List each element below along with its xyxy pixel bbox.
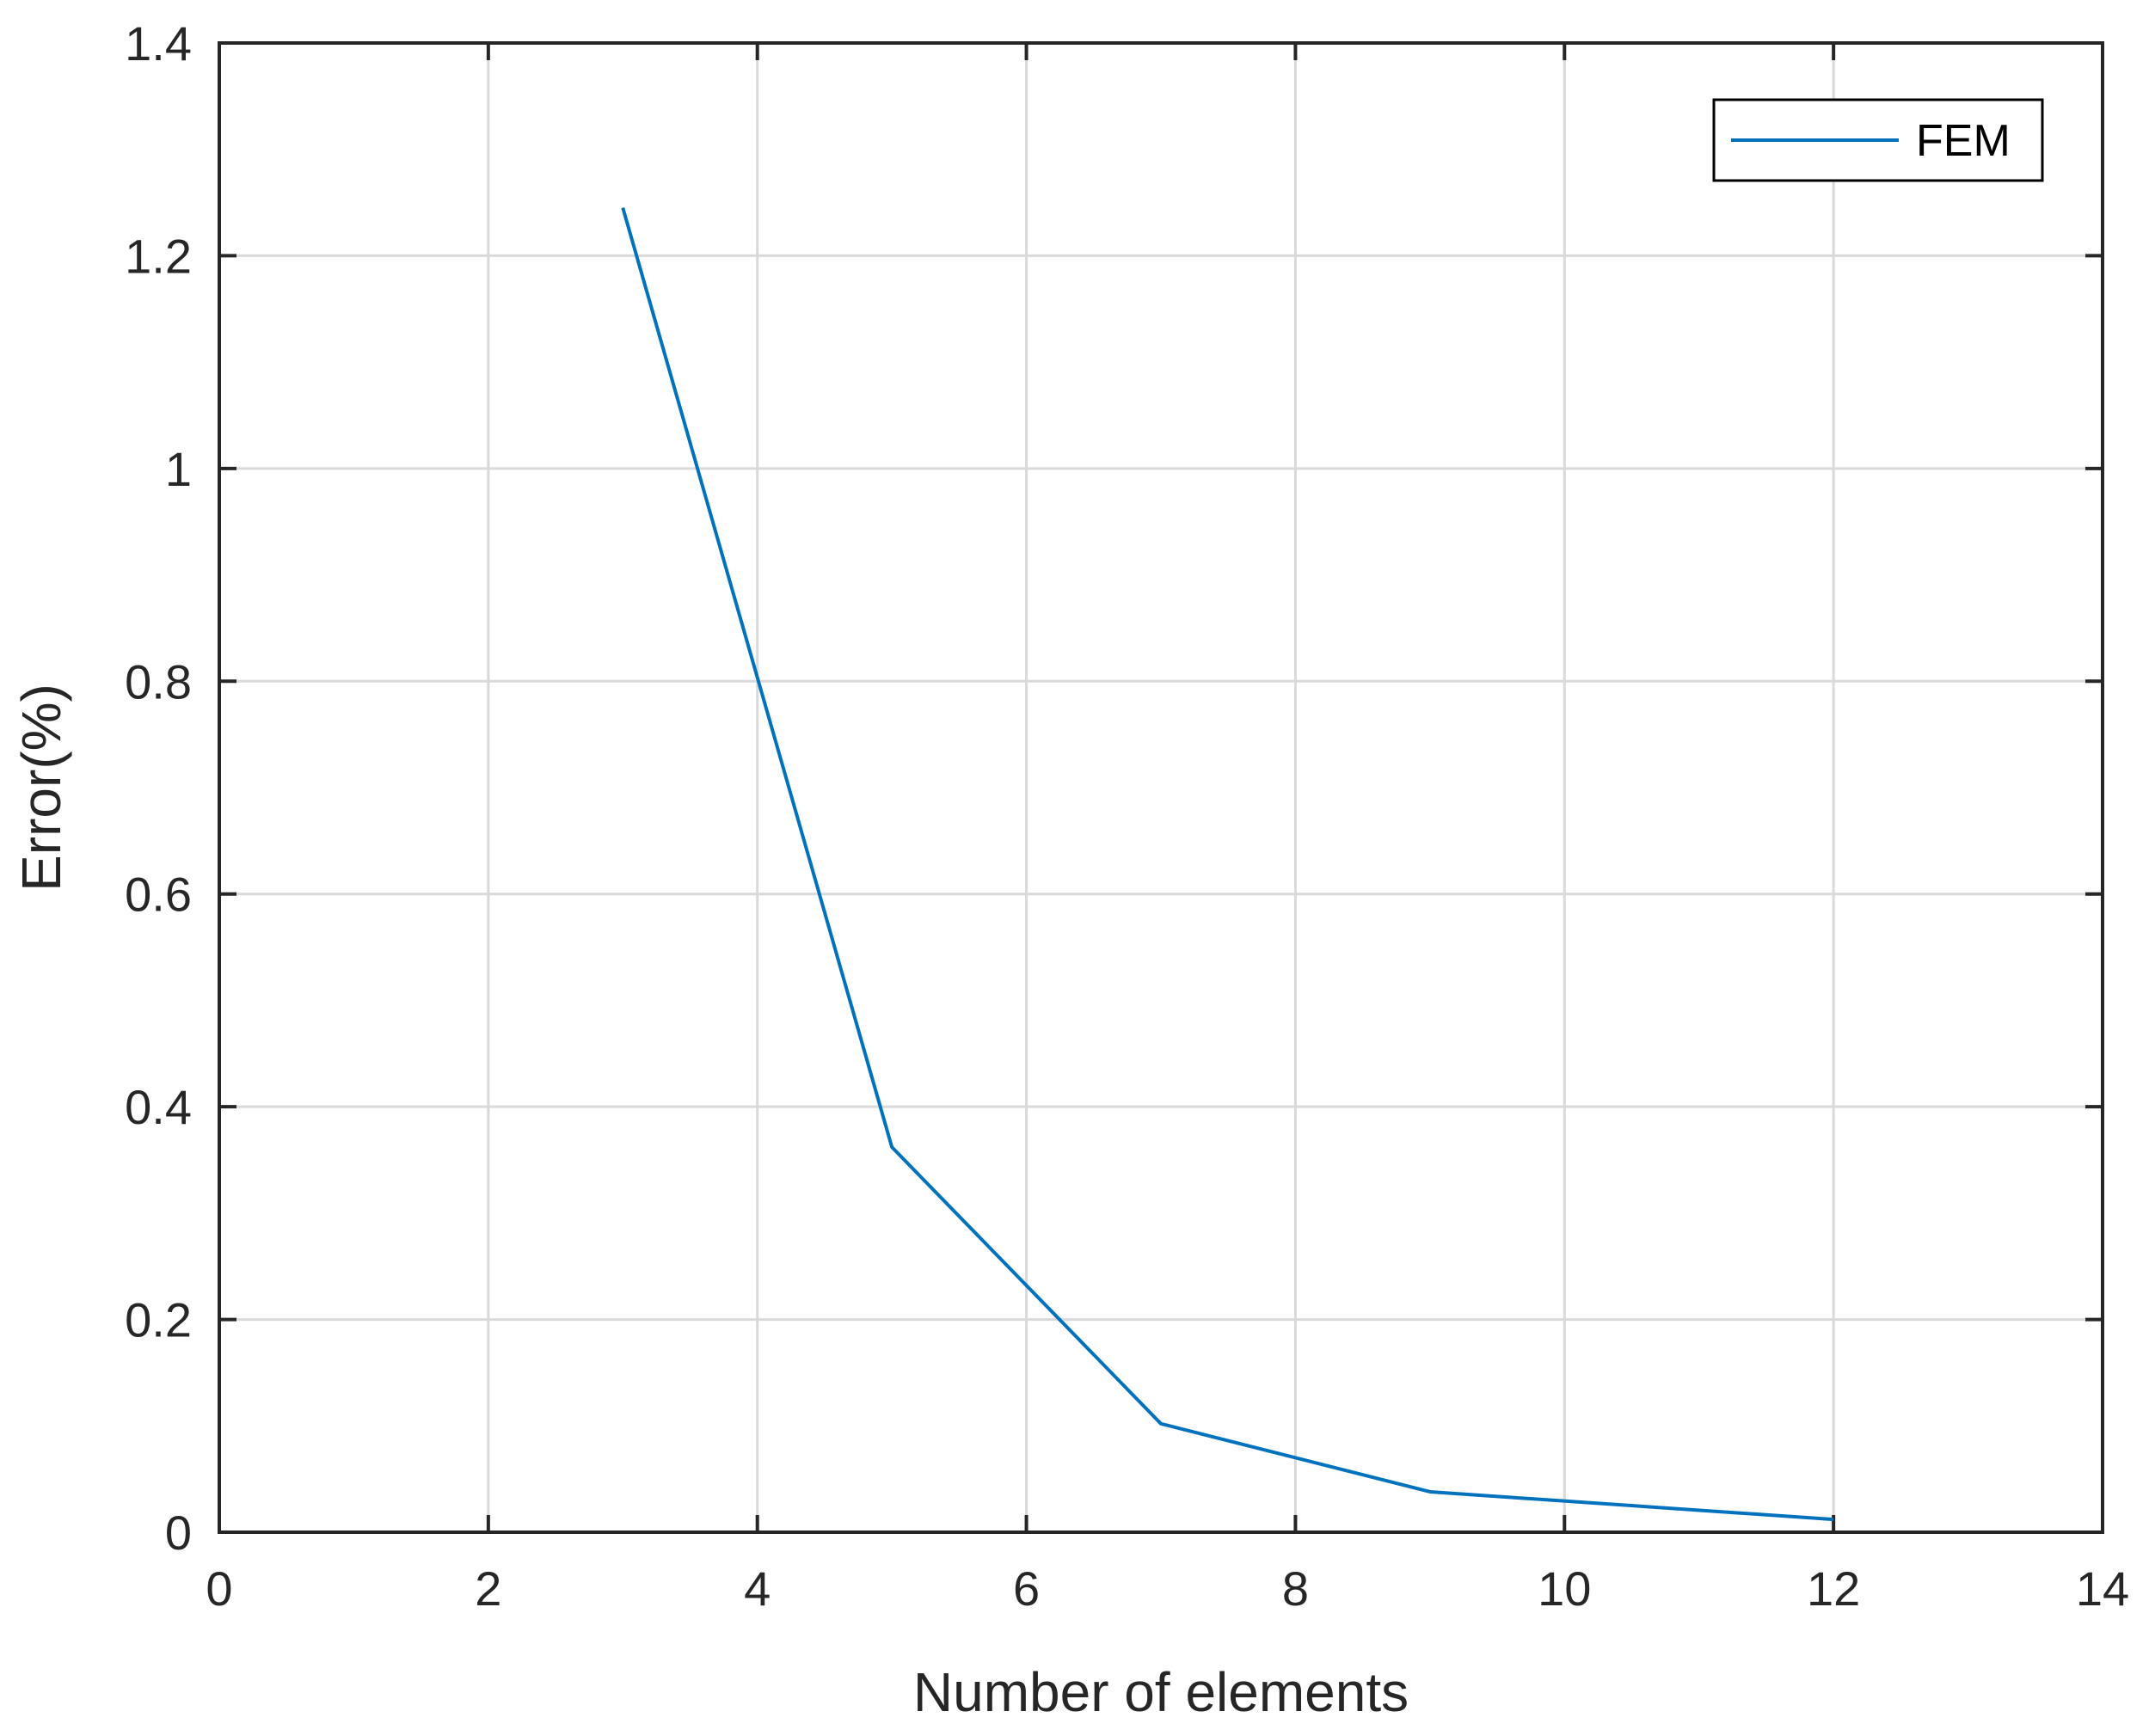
data-point [1429,1491,1431,1493]
y-tick-label: 0.6 [125,868,192,922]
y-axis-title: Error(%) [10,684,72,892]
y-tick-label: 1 [165,442,192,496]
legend: FEM [1712,98,2044,182]
x-tick-label: 12 [1807,1561,1860,1616]
y-tick-labels: 0 0.2 0.4 0.6 0.8 1 1.2 1.4 [125,16,192,1560]
y-tick-label: 0.8 [125,654,192,709]
data-point [1160,1423,1162,1425]
y-tick-label: 0.2 [125,1293,192,1347]
series-layer [621,207,1834,1522]
x-tick-label: 14 [2076,1561,2129,1616]
x-tick-label: 10 [1538,1561,1591,1616]
plot-area [219,43,2103,1532]
legend-label-fem: FEM [1916,116,2011,166]
x-tick-labels: 0 2 4 6 8 10 12 14 [206,1561,2129,1616]
y-tick-label: 0.4 [125,1080,192,1134]
data-point [1833,1518,1834,1520]
plot-frame [218,41,2104,1534]
x-tick-label: 4 [744,1561,771,1616]
x-axis-title: Number of elements [913,1661,1409,1723]
x-tick-label: 6 [1013,1561,1040,1616]
data-point [891,1146,893,1148]
x-tick-label: 2 [475,1561,501,1616]
y-tick-label: 1.4 [125,16,192,71]
y-tick-label: 1.2 [125,229,192,283]
y-tick-label: 0 [165,1506,192,1560]
x-tick-label: 8 [1282,1561,1309,1616]
x-tick-label: 0 [206,1561,232,1616]
